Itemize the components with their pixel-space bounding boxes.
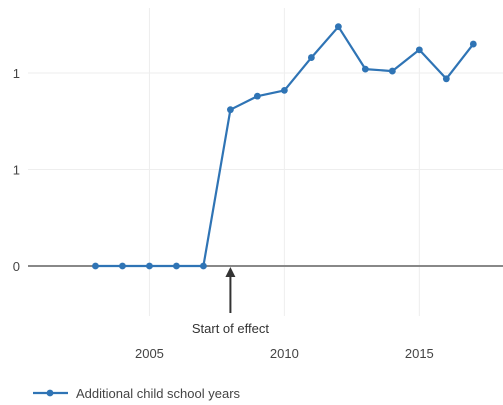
data-point-2016[interactable]: [442, 75, 450, 83]
data-point-2007[interactable]: [200, 262, 207, 270]
data-point-2005[interactable]: [146, 262, 153, 270]
x-tick-label-2015: 2015: [405, 346, 434, 361]
legend-series-label: Additional child school years: [76, 386, 241, 401]
x-tick-label-2010: 2010: [270, 346, 299, 361]
x-tick-label-2005: 2005: [135, 346, 164, 361]
axis-layer: 2005 2010 2015 0 1 1: [13, 66, 503, 361]
annotation-arrow-head: [225, 267, 236, 277]
series-layer: [92, 23, 477, 270]
legend-point-marker: [46, 389, 54, 397]
y-tick-label-2: 1: [13, 66, 20, 81]
annotation-layer: Start of effect: [192, 267, 269, 336]
legend[interactable]: Additional child school years: [33, 386, 241, 401]
data-point-2008[interactable]: [227, 106, 234, 114]
data-point-2017[interactable]: [469, 40, 477, 48]
y-tick-label-1: 1: [13, 163, 20, 178]
data-point-2013[interactable]: [361, 65, 369, 73]
y-tick-label-0: 0: [13, 259, 20, 274]
data-point-2010[interactable]: [280, 86, 288, 94]
grid-layer: [28, 8, 503, 316]
annotation-label: Start of effect: [192, 321, 269, 336]
data-point-2014[interactable]: [388, 67, 396, 75]
data-point-2003[interactable]: [92, 262, 99, 270]
data-point-2009[interactable]: [254, 92, 261, 100]
data-point-2015[interactable]: [415, 46, 423, 54]
data-point-2011[interactable]: [307, 54, 315, 61]
data-point-2006[interactable]: [173, 262, 180, 270]
data-point-2004[interactable]: [119, 262, 126, 270]
data-point-2012[interactable]: [334, 23, 342, 31]
